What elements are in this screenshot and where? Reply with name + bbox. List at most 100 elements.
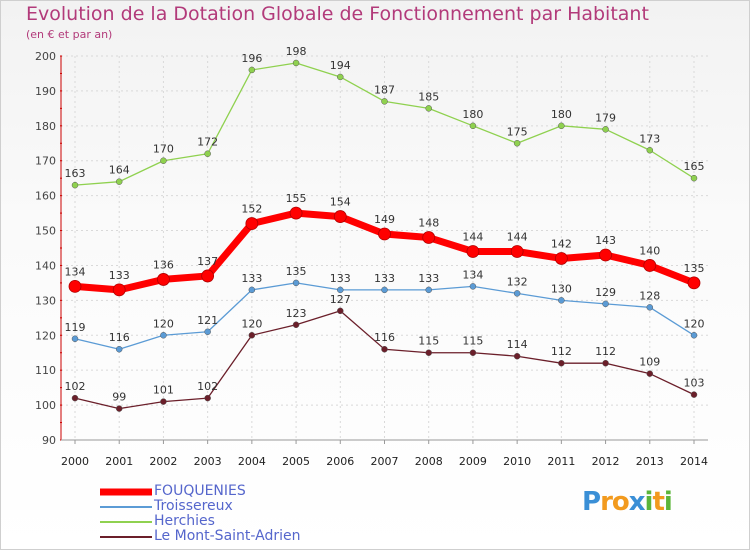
data-label: 180 — [462, 108, 483, 121]
data-label: 165 — [684, 160, 705, 173]
data-point — [470, 350, 476, 356]
x-tick-label: 2004 — [238, 455, 266, 468]
x-tick-label: 2010 — [503, 455, 531, 468]
legend-swatch — [100, 488, 152, 495]
legend-label: Herchies — [154, 513, 215, 529]
data-point — [205, 151, 211, 157]
data-label: 144 — [507, 230, 528, 243]
data-label: 196 — [241, 52, 262, 65]
data-point — [555, 252, 567, 264]
data-point — [644, 259, 656, 271]
data-label: 103 — [684, 377, 705, 390]
data-point — [603, 301, 609, 307]
data-label: 173 — [639, 132, 660, 145]
data-point — [249, 287, 255, 293]
data-label: 175 — [507, 125, 528, 138]
data-label: 116 — [109, 331, 130, 344]
x-tick-label: 2000 — [61, 455, 89, 468]
data-label: 119 — [65, 321, 86, 334]
data-label: 194 — [330, 59, 351, 72]
y-tick-label: 200 — [35, 50, 56, 63]
data-point — [249, 67, 255, 73]
y-tick-label: 180 — [35, 120, 56, 133]
data-point — [293, 280, 299, 286]
data-label: 134 — [462, 268, 483, 281]
data-point — [382, 287, 388, 293]
data-label: 152 — [241, 203, 262, 216]
data-point — [426, 105, 432, 111]
legend-swatch — [100, 536, 152, 538]
data-point — [160, 332, 166, 338]
data-point — [426, 287, 432, 293]
data-label: 143 — [595, 234, 616, 247]
x-tick-label: 2012 — [592, 455, 620, 468]
data-point — [691, 392, 697, 398]
legend-label: Le Mont-Saint-Adrien — [154, 528, 301, 544]
data-label: 135 — [684, 262, 705, 275]
data-point — [514, 290, 520, 296]
x-tick-label: 2005 — [282, 455, 310, 468]
data-point — [205, 395, 211, 401]
data-label: 114 — [507, 338, 528, 351]
logo-letter: x — [629, 487, 645, 517]
data-point — [113, 284, 125, 296]
data-label: 115 — [418, 335, 439, 348]
logo-letter: t — [652, 487, 663, 517]
data-label: 109 — [639, 356, 660, 369]
x-tick-label: 2001 — [105, 455, 133, 468]
data-point — [511, 245, 523, 257]
data-label: 112 — [551, 345, 572, 358]
data-label: 133 — [330, 272, 351, 285]
data-point — [647, 304, 653, 310]
data-label: 180 — [551, 108, 572, 121]
data-label: 142 — [551, 237, 572, 250]
data-label: 185 — [418, 90, 439, 103]
proxiti-logo: Proxiti — [582, 487, 672, 517]
data-point — [249, 332, 255, 338]
data-label: 149 — [374, 213, 395, 226]
y-tick-label: 120 — [35, 329, 56, 342]
data-label: 127 — [330, 293, 351, 306]
y-tick-label: 110 — [35, 364, 56, 377]
data-point — [514, 140, 520, 146]
data-label: 99 — [112, 391, 126, 404]
data-label: 120 — [684, 317, 705, 330]
y-tick-label: 100 — [35, 399, 56, 412]
x-tick-label: 2011 — [547, 455, 575, 468]
data-point — [157, 273, 169, 285]
logo-letter: P — [582, 487, 600, 517]
data-label: 140 — [639, 244, 660, 257]
y-tick-label: 140 — [35, 259, 56, 272]
data-point — [160, 158, 166, 164]
data-label: 155 — [286, 192, 307, 205]
data-label: 198 — [286, 45, 307, 58]
logo-letter: r — [600, 487, 612, 517]
x-tick-label: 2009 — [459, 455, 487, 468]
data-label: 133 — [374, 272, 395, 285]
logo-letter: i — [664, 487, 672, 517]
y-tick-label: 130 — [35, 294, 56, 307]
data-label: 154 — [330, 196, 351, 209]
data-label: 170 — [153, 143, 174, 156]
data-point — [514, 353, 520, 359]
y-tick-label: 190 — [35, 85, 56, 98]
data-label: 101 — [153, 384, 174, 397]
data-label: 128 — [639, 289, 660, 302]
data-label: 137 — [197, 255, 218, 268]
data-point — [467, 245, 479, 257]
y-tick-label: 150 — [35, 225, 56, 238]
data-label: 112 — [595, 345, 616, 358]
data-point — [337, 74, 343, 80]
data-label: 135 — [286, 265, 307, 278]
data-label: 172 — [197, 136, 218, 149]
data-point — [72, 336, 78, 342]
data-point — [382, 346, 388, 352]
data-label: 164 — [109, 164, 130, 177]
data-label: 144 — [462, 230, 483, 243]
data-label: 102 — [65, 380, 86, 393]
x-tick-label: 2008 — [415, 455, 443, 468]
data-label: 187 — [374, 83, 395, 96]
data-point — [470, 283, 476, 289]
data-point — [426, 350, 432, 356]
x-tick-label: 2002 — [149, 455, 177, 468]
